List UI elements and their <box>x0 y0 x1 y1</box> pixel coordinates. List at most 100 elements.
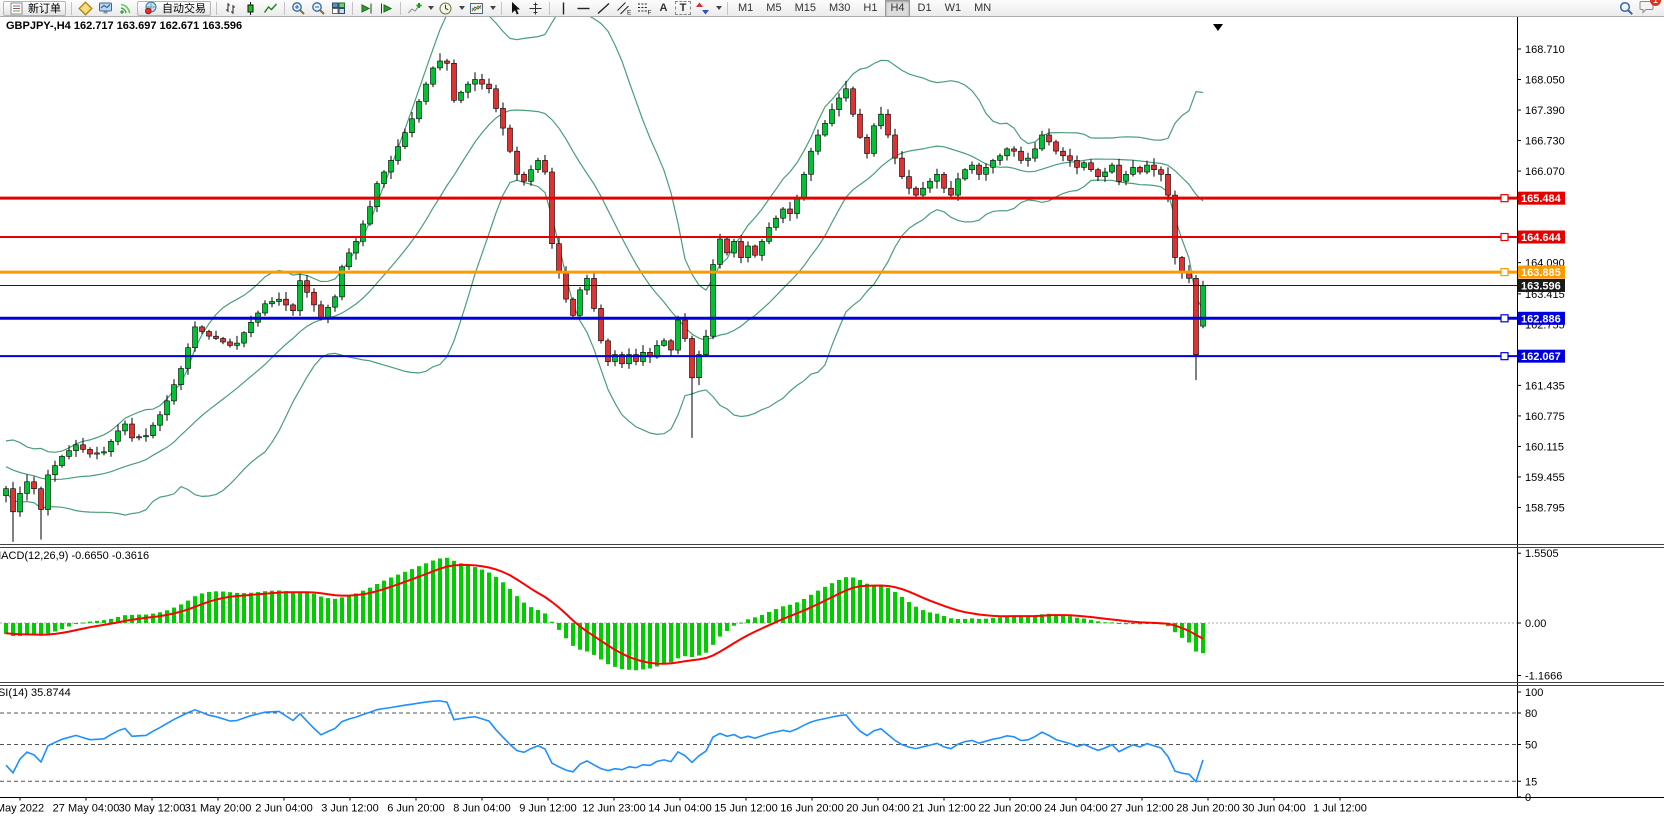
price-tick-label: 160.115 <box>1525 441 1564 453</box>
timeframe-button-m5[interactable]: M5 <box>766 1 782 14</box>
zoom-in-icon[interactable] <box>290 1 307 16</box>
time-tick-label: 12 Jun 23:00 <box>582 803 646 815</box>
timeframe-button-m30[interactable]: M30 <box>828 1 851 14</box>
timeframe-button-m1[interactable]: M1 <box>738 1 754 14</box>
auto-scroll-icon[interactable] <box>358 1 375 16</box>
tile-windows-icon[interactable] <box>330 1 347 16</box>
price-tick-label: 166.730 <box>1525 136 1565 148</box>
price-tick-label: 167.390 <box>1525 105 1565 117</box>
candlestick-chart-icon[interactable] <box>242 1 259 16</box>
level-line-handle[interactable] <box>1500 194 1509 203</box>
arrows-caret[interactable] <box>716 6 722 10</box>
candles[interactable] <box>3 53 1206 542</box>
macd-pane[interactable] <box>0 557 1517 671</box>
time-tick-label: 21 Jun 12:00 <box>912 803 976 815</box>
price-tick-label: 161.435 <box>1525 380 1565 392</box>
indicators-button[interactable] <box>406 1 423 16</box>
chat-button[interactable]: 1 <box>1638 0 1661 17</box>
market-watch-icon[interactable] <box>77 0 94 16</box>
toolbar: 新订单 自动交易 <box>0 0 1664 17</box>
toolbar-divider <box>400 1 401 15</box>
chart-shift-icon[interactable] <box>378 1 395 16</box>
toolbar-divider <box>284 1 285 15</box>
price-tick-label: 160.775 <box>1525 411 1565 423</box>
toolbar-divider <box>71 1 72 15</box>
cursor-icon[interactable] <box>507 1 524 16</box>
vertical-line-tool-icon[interactable] <box>555 1 572 16</box>
macd-axis-label: 1.5505 <box>1525 548 1559 560</box>
toolbar-divider <box>352 1 353 15</box>
rsi-axis-label: 50 <box>1525 740 1537 752</box>
fibo-letter: F <box>647 9 651 16</box>
level-line-handle[interactable] <box>1500 232 1509 242</box>
new-order-label: 新订单 <box>28 3 61 15</box>
price-level-axis-label <box>1518 311 1565 325</box>
time-tick-label: 14 Jun 04:00 <box>648 803 712 815</box>
label-tool[interactable]: T <box>675 1 691 15</box>
equidistant-channel-icon[interactable]: E <box>615 1 632 16</box>
time-tick-label: May 2022 <box>0 803 44 815</box>
time-tick-label: 9 Jun 12:00 <box>519 803 577 815</box>
macd-axis-label: 0.00 <box>1525 618 1546 630</box>
templates-caret[interactable] <box>490 6 496 10</box>
arrows-tool-icon[interactable] <box>694 1 711 16</box>
fibonacci-icon[interactable]: F <box>635 1 652 16</box>
price-level-axis-label <box>1518 191 1565 205</box>
timeframe-button-h4[interactable]: H4 <box>885 0 910 17</box>
chart-ohlc-title: GBPJPY-,H4 162.717 163.697 162.671 163.5… <box>6 20 243 32</box>
autotrading-button[interactable]: 自动交易 <box>137 0 211 16</box>
time-tick-label: 3 Jun 12:00 <box>321 803 379 815</box>
time-tick-label: 6 Jun 20:00 <box>387 803 445 815</box>
time-tick-label: 27 May 04:00 <box>53 803 120 815</box>
horizontal-line-tool-icon[interactable] <box>575 1 592 16</box>
terminal-icon[interactable] <box>97 1 114 16</box>
macd-axis-label: -1.1666 <box>1525 670 1562 682</box>
time-tick-label: 28 Jun 20:00 <box>1176 803 1240 815</box>
signals-icon[interactable] <box>117 1 134 16</box>
macd-signal-line <box>5 564 1204 665</box>
periods-caret[interactable] <box>459 6 465 10</box>
new-order-button[interactable]: 新订单 <box>3 0 66 16</box>
rsi-axis-label: 15 <box>1525 776 1537 788</box>
timeframe-button-mn[interactable]: MN <box>974 1 992 14</box>
time-tick-label: 22 Jun 20:00 <box>978 803 1042 815</box>
templates-button[interactable] <box>468 1 485 16</box>
svg-text:163.596: 163.596 <box>1521 280 1561 292</box>
zoom-out-icon[interactable] <box>310 1 327 16</box>
timeframe-button-h1[interactable]: H1 <box>863 1 878 14</box>
timeframe-button-m15[interactable]: M15 <box>794 1 816 14</box>
crosshair-icon[interactable] <box>527 1 544 16</box>
level-line-handle[interactable] <box>1500 352 1509 361</box>
rsi-pane[interactable] <box>0 700 1517 784</box>
indicators-caret[interactable] <box>428 6 434 10</box>
bar-chart-icon[interactable] <box>222 1 239 16</box>
text-tool[interactable]: A <box>659 2 668 14</box>
bollinger-upper-band <box>5 17 1204 453</box>
trendline-tool-icon[interactable] <box>595 1 612 16</box>
search-icon[interactable] <box>1618 1 1635 16</box>
toolbar-divider <box>549 1 550 15</box>
main-price-pane[interactable] <box>0 0 1517 542</box>
level-line-handle[interactable] <box>1500 314 1509 323</box>
timeframe-button-w1[interactable]: W1 <box>944 1 962 14</box>
periods-button[interactable] <box>437 1 454 16</box>
rsi-line <box>5 700 1204 784</box>
level-line-handle[interactable] <box>1500 268 1509 277</box>
time-tick-label: 2 Jun 04:00 <box>255 803 313 815</box>
notification-badge: 1 <box>1650 0 1661 6</box>
price-tick-label: 168.710 <box>1525 44 1565 56</box>
timeframe-button-d1[interactable]: D1 <box>917 1 932 14</box>
line-chart-icon[interactable] <box>262 1 279 16</box>
toolbar-divider <box>727 1 728 15</box>
svg-text:164.644: 164.644 <box>1521 232 1562 244</box>
svg-text:163.885: 163.885 <box>1521 267 1561 279</box>
svg-text:162.067: 162.067 <box>1521 351 1561 363</box>
autotrading-icon <box>142 1 159 16</box>
time-tick-label: 1 Jul 12:00 <box>1313 803 1367 815</box>
svg-text:162.886: 162.886 <box>1521 313 1561 325</box>
rsi-axis-label: 80 <box>1525 708 1537 720</box>
macd-indicator-label: MACD(12,26,9) -0.6650 -0.3616 <box>0 550 150 562</box>
chart-shift-marker[interactable] <box>1213 24 1223 31</box>
price-tick-label: 168.050 <box>1525 75 1565 87</box>
